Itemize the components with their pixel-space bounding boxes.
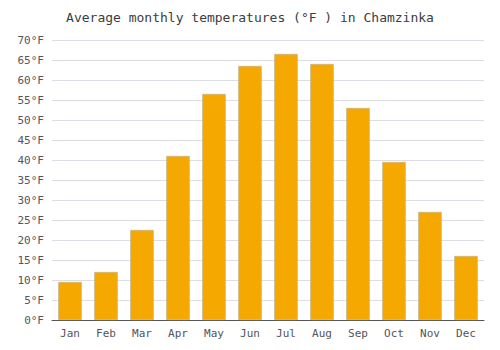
svg-text:55°F: 55°F bbox=[18, 94, 45, 107]
svg-text:15°F: 15°F bbox=[18, 254, 45, 267]
svg-text:Dec: Dec bbox=[456, 327, 476, 340]
svg-text:Oct: Oct bbox=[384, 327, 404, 340]
svg-text:50°F: 50°F bbox=[18, 114, 45, 127]
svg-text:0°F: 0°F bbox=[24, 314, 44, 327]
svg-text:Sep: Sep bbox=[348, 327, 368, 340]
svg-text:10°F: 10°F bbox=[18, 274, 45, 287]
svg-text:60°F: 60°F bbox=[18, 74, 45, 87]
svg-text:Jan: Jan bbox=[60, 327, 80, 340]
svg-text:May: May bbox=[204, 327, 224, 340]
svg-text:35°F: 35°F bbox=[18, 174, 45, 187]
svg-text:5°F: 5°F bbox=[24, 294, 44, 307]
svg-text:65°F: 65°F bbox=[18, 54, 45, 67]
svg-text:20°F: 20°F bbox=[18, 234, 45, 247]
svg-text:Aug: Aug bbox=[312, 327, 332, 340]
svg-text:Mar: Mar bbox=[132, 327, 152, 340]
svg-text:Nov: Nov bbox=[420, 327, 440, 340]
svg-text:Apr: Apr bbox=[168, 327, 188, 340]
svg-text:Jul: Jul bbox=[276, 327, 296, 340]
svg-text:70°F: 70°F bbox=[18, 34, 45, 47]
svg-text:Feb: Feb bbox=[96, 327, 116, 340]
svg-text:Jun: Jun bbox=[240, 327, 260, 340]
svg-text:Average monthly temperatures (: Average monthly temperatures (°F ) in Ch… bbox=[66, 10, 434, 25]
svg-text:40°F: 40°F bbox=[18, 154, 45, 167]
svg-text:45°F: 45°F bbox=[18, 134, 45, 147]
svg-text:30°F: 30°F bbox=[18, 194, 45, 207]
svg-text:25°F: 25°F bbox=[18, 214, 45, 227]
